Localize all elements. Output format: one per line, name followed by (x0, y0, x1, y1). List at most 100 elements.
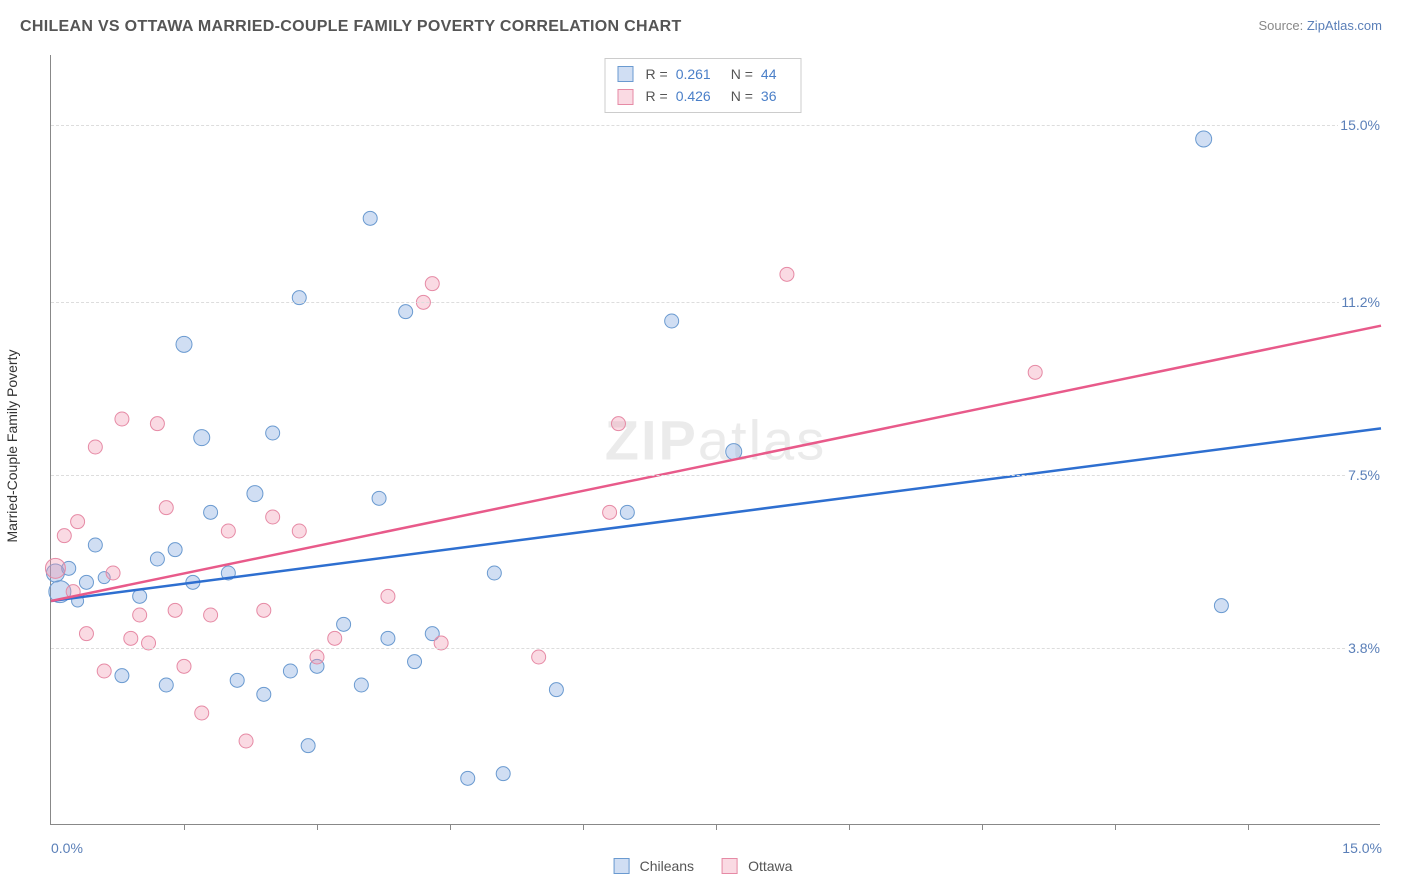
data-point (603, 505, 617, 519)
plot-area: ZIPatlas 15.0%11.2%7.5%3.8%0.0%15.0% (50, 55, 1380, 825)
data-point (194, 430, 210, 446)
y-tick-label: 11.2% (1339, 294, 1382, 310)
trend-line (51, 326, 1381, 601)
stats-n-label-1: N = (731, 63, 753, 85)
chart-container: CHILEAN VS OTTAWA MARRIED-COUPLE FAMILY … (0, 0, 1406, 892)
data-point (257, 603, 271, 617)
stats-n-value-2: 36 (761, 85, 777, 107)
data-point (283, 664, 297, 678)
data-point (124, 631, 138, 645)
data-point (301, 739, 315, 753)
legend-item-1: Chileans (614, 858, 694, 874)
source-prefix: Source: (1258, 18, 1306, 33)
gridline (51, 475, 1380, 476)
stats-r-label-2: R = (646, 85, 668, 107)
gridline (51, 648, 1380, 649)
stats-row-2: R = 0.426 N = 36 (618, 85, 789, 107)
data-point (266, 426, 280, 440)
x-tick (317, 824, 318, 830)
data-point (425, 277, 439, 291)
data-point (168, 543, 182, 557)
stats-box: R = 0.261 N = 44 R = 0.426 N = 36 (605, 58, 802, 113)
data-point (381, 589, 395, 603)
data-point (57, 529, 71, 543)
x-tick (583, 824, 584, 830)
data-point (328, 631, 342, 645)
data-point (292, 524, 306, 538)
data-point (159, 678, 173, 692)
x-tick-label: 0.0% (51, 840, 83, 856)
plot-svg (51, 55, 1380, 824)
gridline (51, 125, 1380, 126)
data-point (106, 566, 120, 580)
legend-label-1: Chileans (640, 858, 694, 874)
data-point (496, 767, 510, 781)
stats-n-value-1: 44 (761, 63, 777, 85)
data-point (79, 575, 93, 589)
stats-row-1: R = 0.261 N = 44 (618, 63, 789, 85)
data-point (176, 336, 192, 352)
y-tick-label: 15.0% (1338, 117, 1382, 133)
x-tick (1248, 824, 1249, 830)
swatch-series-1 (618, 66, 634, 82)
data-point (1214, 599, 1228, 613)
data-point (1196, 131, 1212, 147)
source-link[interactable]: ZipAtlas.com (1307, 18, 1382, 33)
data-point (354, 678, 368, 692)
data-point (487, 566, 501, 580)
data-point (177, 659, 191, 673)
data-point (381, 631, 395, 645)
data-point (257, 687, 271, 701)
data-point (88, 538, 102, 552)
data-point (133, 589, 147, 603)
legend-swatch-1 (614, 858, 630, 874)
data-point (266, 510, 280, 524)
stats-n-label-2: N = (731, 85, 753, 107)
data-point (115, 669, 129, 683)
data-point (204, 505, 218, 519)
x-tick-label: 15.0% (1342, 840, 1382, 856)
data-point (247, 486, 263, 502)
data-point (372, 491, 386, 505)
gridline (51, 302, 1380, 303)
data-point (665, 314, 679, 328)
x-tick (1115, 824, 1116, 830)
data-point (399, 305, 413, 319)
data-point (221, 524, 235, 538)
data-point (133, 608, 147, 622)
data-point (115, 412, 129, 426)
x-tick (184, 824, 185, 830)
data-point (71, 515, 85, 529)
data-point (363, 211, 377, 225)
x-tick (716, 824, 717, 830)
data-point (611, 417, 625, 431)
data-point (408, 655, 422, 669)
data-point (1028, 365, 1042, 379)
data-point (150, 417, 164, 431)
data-point (532, 650, 546, 664)
data-point (620, 505, 634, 519)
data-point (780, 267, 794, 281)
legend-label-2: Ottawa (748, 858, 792, 874)
y-tick-label: 3.8% (1346, 640, 1382, 656)
data-point (88, 440, 102, 454)
y-tick-label: 7.5% (1346, 467, 1382, 483)
data-point (204, 608, 218, 622)
stats-r-value-1: 0.261 (676, 63, 711, 85)
legend: Chileans Ottawa (614, 858, 793, 874)
trend-line (51, 428, 1381, 601)
y-axis-title: Married-Couple Family Poverty (4, 350, 20, 543)
data-point (230, 673, 244, 687)
stats-r-label-1: R = (646, 63, 668, 85)
x-tick (982, 824, 983, 830)
x-tick (849, 824, 850, 830)
source-attribution: Source: ZipAtlas.com (1258, 18, 1382, 33)
data-point (310, 650, 324, 664)
data-point (461, 771, 475, 785)
data-point (79, 627, 93, 641)
data-point (168, 603, 182, 617)
legend-swatch-2 (722, 858, 738, 874)
legend-item-2: Ottawa (722, 858, 792, 874)
data-point (45, 558, 65, 578)
data-point (150, 552, 164, 566)
